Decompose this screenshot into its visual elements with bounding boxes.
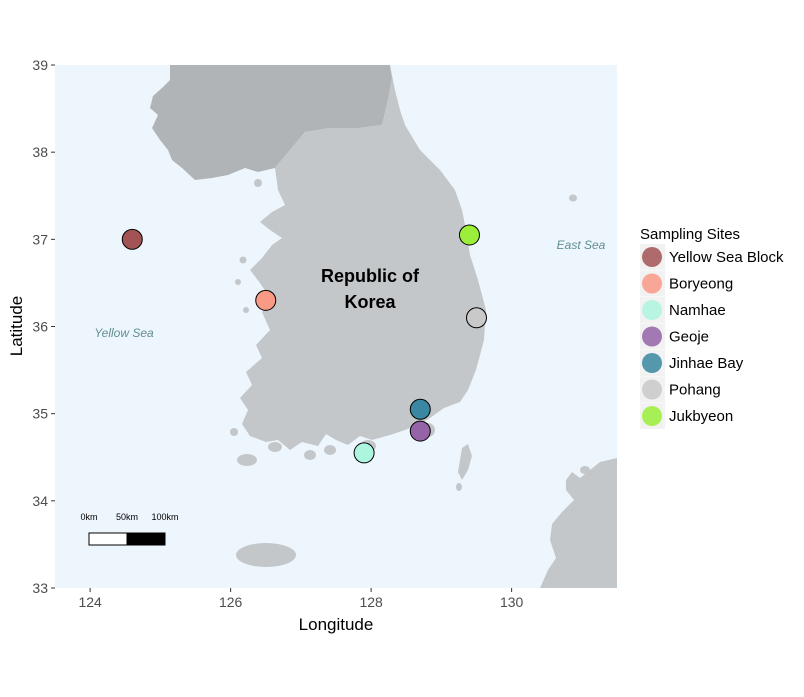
east-sea-label: East Sea [557, 238, 606, 252]
y-tick-label: 33 [32, 580, 48, 596]
island [230, 428, 238, 436]
legend-key [642, 353, 662, 373]
island [304, 450, 316, 460]
legend-label: Pohang [669, 382, 721, 399]
scale-label-50: 50km [116, 512, 138, 522]
scale-segment-black [126, 532, 166, 546]
korean-peninsula [240, 65, 486, 450]
island [254, 179, 262, 187]
site-point[interactable] [353, 442, 375, 464]
y-tick-label: 39 [32, 57, 48, 73]
japan-landmass [540, 458, 617, 588]
site-points [121, 224, 487, 464]
y-axis: 33 34 35 36 37 38 39 [32, 57, 55, 596]
legend-key [642, 326, 662, 347]
site-point[interactable] [409, 398, 431, 420]
jeju-island [236, 543, 296, 567]
legend-key [642, 379, 662, 400]
site-point[interactable] [466, 307, 487, 329]
legend-label: Yellow Sea Block [669, 249, 784, 266]
legend-key [642, 273, 662, 294]
scale-segment-white [88, 532, 128, 546]
y-tick-label: 38 [32, 144, 48, 160]
y-axis-title: Latitude [7, 296, 26, 357]
legend-title: Sampling Sites [640, 226, 740, 243]
legend-label: Jinhae Bay [669, 355, 744, 372]
site-point[interactable] [409, 420, 431, 442]
y-tick-label: 34 [32, 493, 48, 509]
island [239, 256, 247, 264]
legend-key [642, 406, 662, 426]
scale-bar: 0km 50km 100km [80, 512, 179, 546]
site-point[interactable] [458, 224, 480, 246]
site-point[interactable] [255, 289, 277, 311]
x-tick-label: 128 [359, 594, 383, 610]
y-tick-label: 35 [32, 406, 48, 422]
island [235, 279, 241, 285]
legend-label: Namhae [669, 302, 726, 319]
x-tick-label: 124 [78, 594, 102, 610]
legend-label: Boryeong [669, 276, 733, 293]
island [268, 442, 282, 452]
legend-label: Geoje [669, 329, 709, 346]
scale-label-0: 0km [80, 512, 97, 522]
island [237, 454, 257, 466]
ulleungdo-island [569, 194, 577, 202]
legend-label: Jukbyeon [669, 408, 733, 425]
island [243, 307, 249, 313]
x-axis: 124 126 128 130 [78, 588, 524, 610]
island [324, 445, 336, 455]
tsushima-island [458, 444, 472, 480]
northern-landmass [150, 65, 392, 180]
x-tick-label: 130 [500, 594, 524, 610]
y-tick-label: 36 [32, 319, 48, 335]
island [580, 466, 590, 474]
country-label-line1: Republic of [321, 266, 420, 286]
country-label-line2: Korea [344, 292, 396, 312]
site-point[interactable] [121, 228, 143, 250]
yellow-sea-label: Yellow Sea [94, 326, 154, 340]
x-tick-label: 126 [219, 594, 243, 610]
legend-key [642, 300, 662, 320]
y-tick-label: 37 [32, 231, 48, 247]
scale-label-100: 100km [151, 512, 178, 522]
legend-key [642, 247, 662, 267]
legend: Yellow Sea Block Boryeong Namhae Geoje Jinha… [640, 244, 784, 429]
x-axis-title: Longitude [299, 615, 374, 634]
island [456, 483, 462, 491]
